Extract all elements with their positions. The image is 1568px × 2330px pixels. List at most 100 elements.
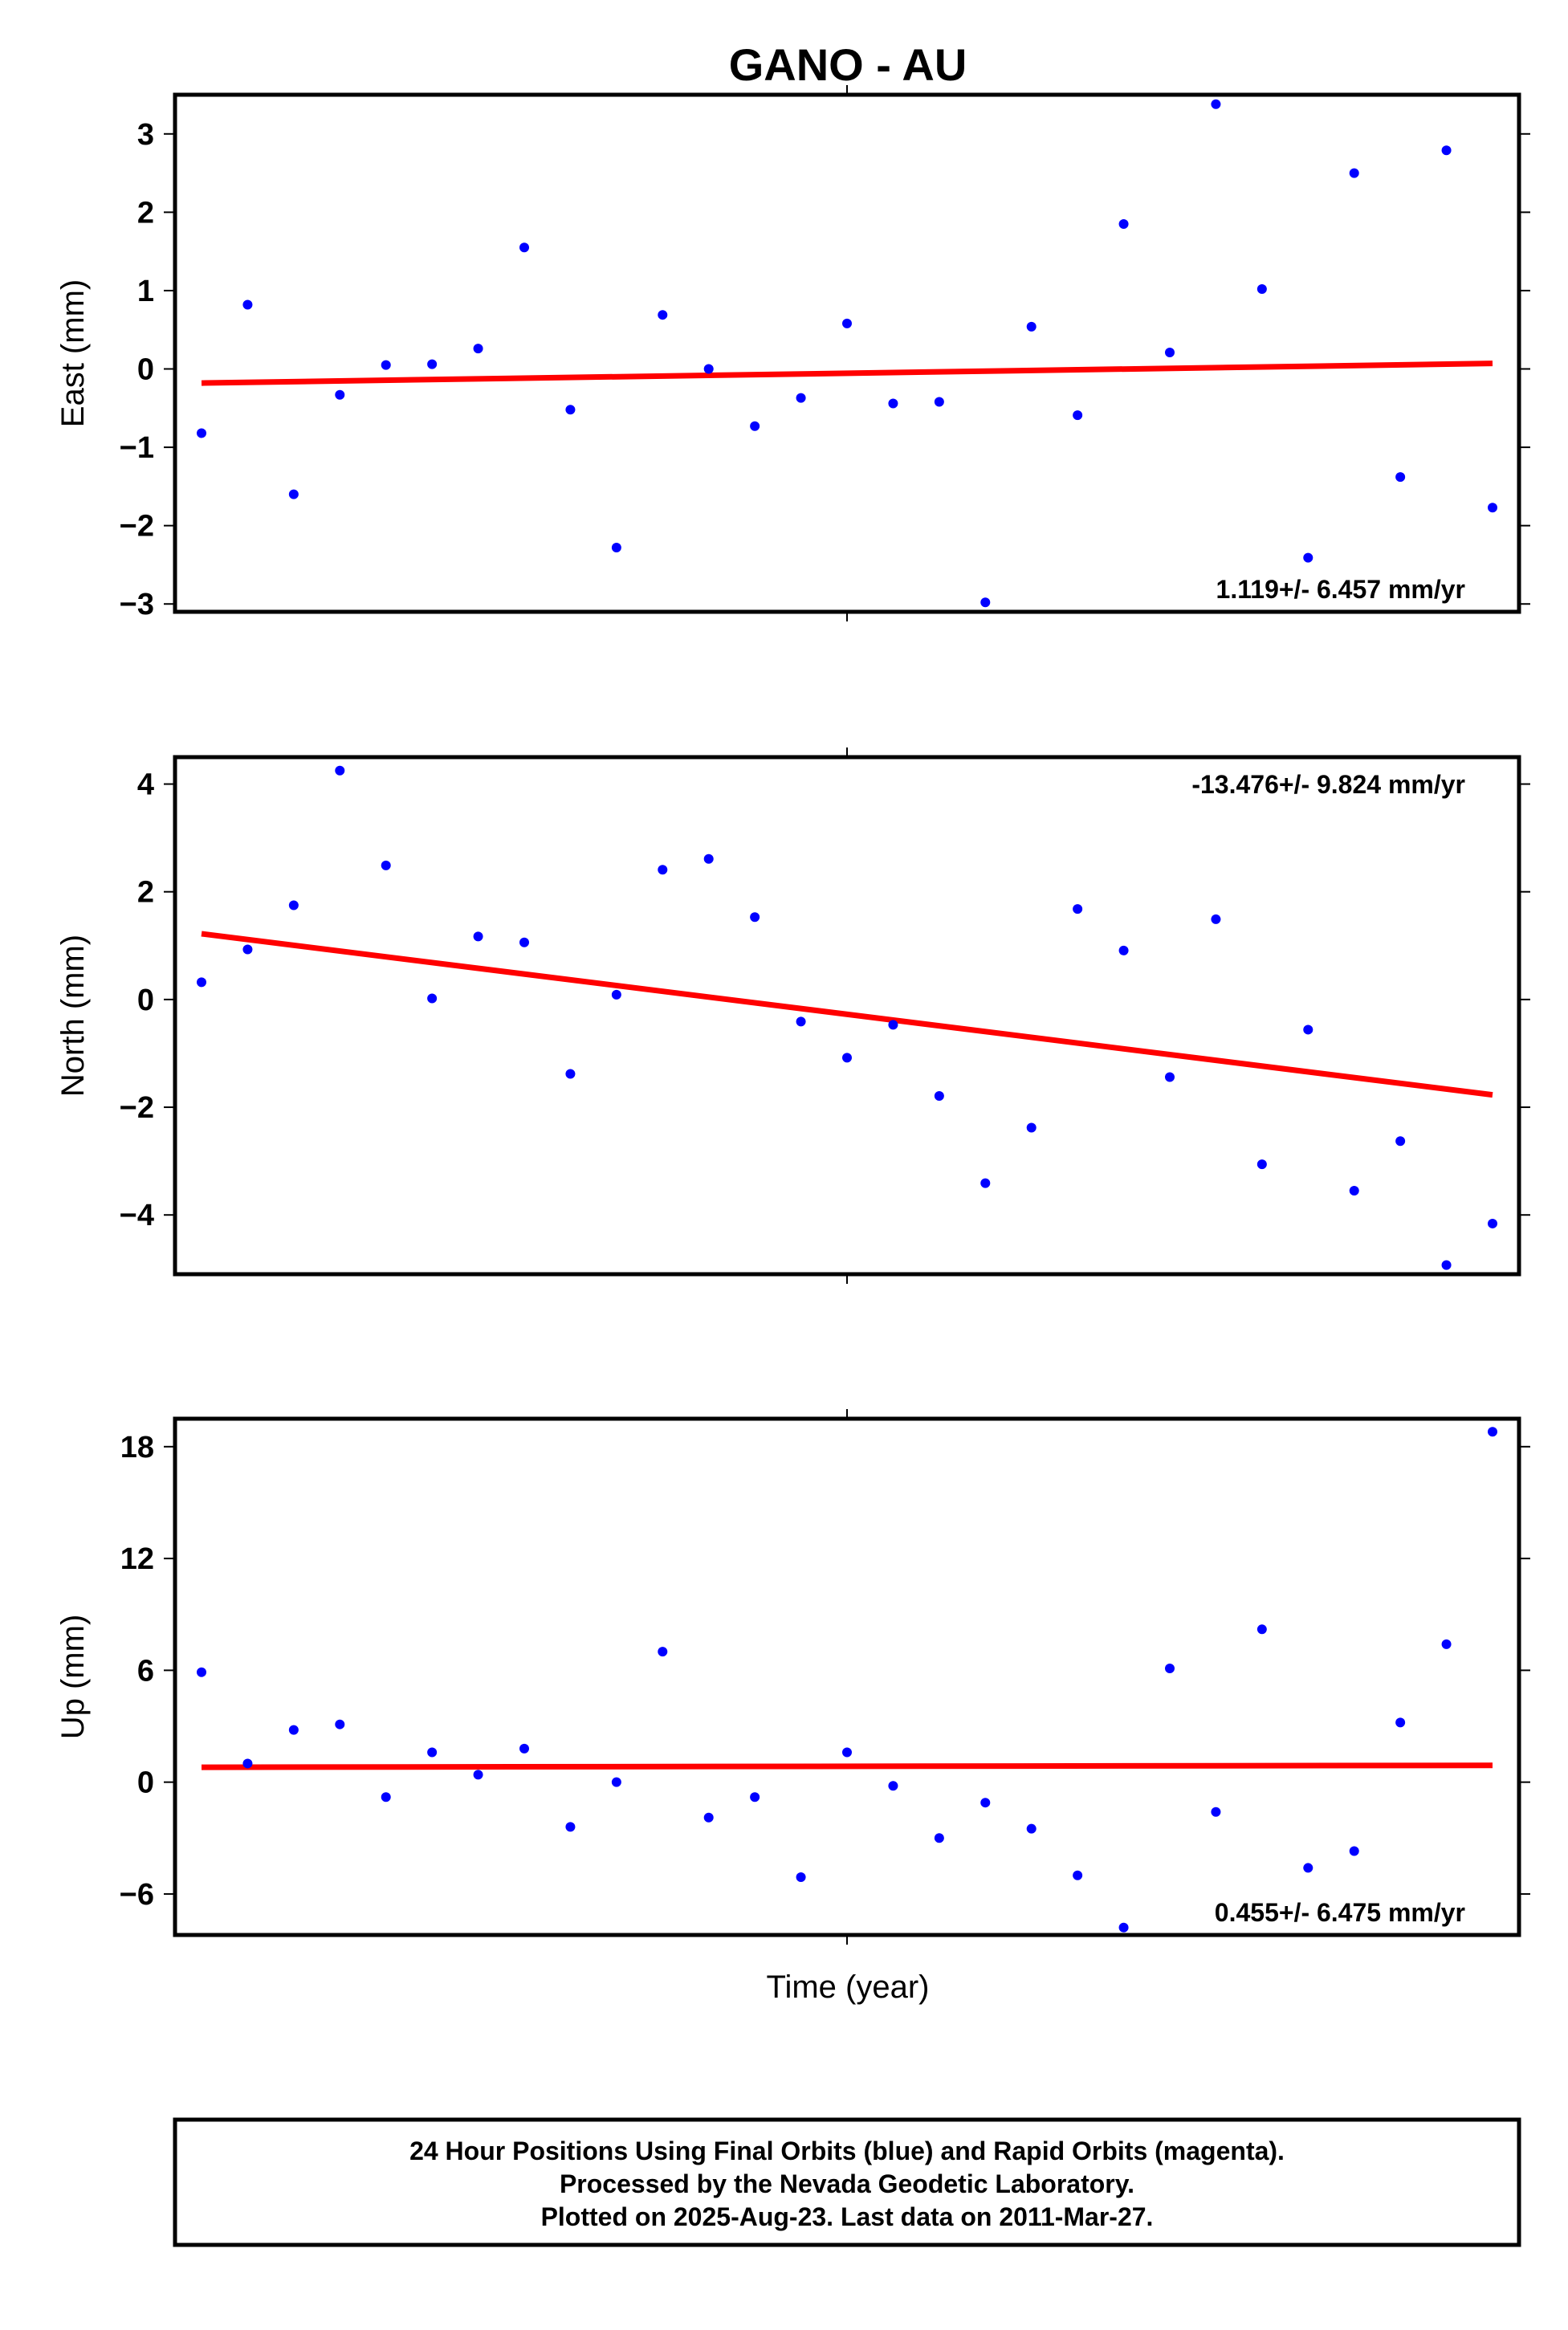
north-trend-line <box>201 931 1493 1098</box>
up-data-point <box>288 1725 299 1735</box>
east-trend-line <box>201 360 1493 386</box>
east-data-point <box>842 318 852 328</box>
east-data-point <box>473 344 483 354</box>
up-frame <box>173 1416 1521 1937</box>
footer-box: 24 Hour Positions Using Final Orbits (bl… <box>173 2117 1521 2247</box>
east-y-axis-label: East (mm) <box>55 279 91 427</box>
up-data-point <box>242 1758 253 1769</box>
north-data-point <box>1441 1260 1452 1270</box>
east-data-point <box>427 359 438 369</box>
north-data-point <box>796 1016 806 1027</box>
east-data-point <box>888 398 898 409</box>
east-panel: 3 2 1 0 −1 −2 −3 East (mm) 1.119+/- 6.457 mm/yr <box>55 85 1530 621</box>
north-rate-label: -13.476+/- 9.824 mm/yr <box>1191 770 1465 799</box>
up-data-point <box>1165 1664 1175 1674</box>
east-ytick-label: 3 <box>137 118 154 152</box>
up-data-point <box>1441 1639 1452 1649</box>
up-y-axis-label: Up (mm) <box>55 1615 91 1740</box>
north-panel: 4 2 0 −2 −4 North (mm) -13.476+/- 9.824 mm/yr <box>55 747 1530 1284</box>
north-data-point <box>197 977 206 988</box>
up-data-point <box>197 1667 206 1677</box>
north-data-point <box>658 865 668 875</box>
footer-line-1: 24 Hour Positions Using Final Orbits (bl… <box>409 2137 1285 2165</box>
east-data-point <box>611 542 621 552</box>
up-data-point <box>1303 1863 1313 1873</box>
east-data-point <box>1488 503 1497 513</box>
up-ytick-label: 18 <box>120 1431 154 1464</box>
up-data-point <box>888 1781 898 1791</box>
east-data-point <box>1073 410 1083 421</box>
east-data-point <box>381 360 391 370</box>
north-y-axis-label: North (mm) <box>55 935 91 1097</box>
up-data-point <box>703 1812 714 1823</box>
figure-title: GANO - AU <box>729 39 967 90</box>
up-ytick-label: 0 <box>137 1766 154 1800</box>
north-data-point <box>288 900 299 910</box>
east-data-point <box>1165 348 1175 358</box>
up-trend-line <box>201 1762 1493 1770</box>
east-data-point <box>1256 283 1267 294</box>
up-data-point <box>1488 1427 1497 1437</box>
up-data-point <box>519 1743 529 1754</box>
north-ytick-label: 4 <box>137 768 154 802</box>
up-ytick-label: 12 <box>120 1542 154 1576</box>
east-data-point <box>335 389 345 400</box>
east-data-point <box>980 597 991 608</box>
east-data-point <box>658 310 668 320</box>
east-data-point <box>1303 552 1313 563</box>
north-data-point <box>1211 914 1221 924</box>
up-data-point <box>427 1747 438 1758</box>
north-data-point <box>1488 1218 1497 1228</box>
north-data-point <box>1349 1186 1359 1196</box>
east-data-point <box>796 393 806 403</box>
up-data-point <box>658 1647 668 1657</box>
north-data-point <box>565 1069 576 1079</box>
north-data-point <box>1303 1024 1313 1035</box>
up-data-point <box>381 1792 391 1802</box>
east-data-point <box>1395 472 1406 483</box>
east-data-point <box>565 405 576 415</box>
up-data-point <box>1026 1823 1037 1834</box>
up-panel: 18 12 6 0 −6 Up (mm) 0.455+/- 6.475 mm/yr <box>55 1409 1530 1945</box>
east-data-point <box>1349 168 1359 178</box>
north-data-point <box>1165 1072 1175 1082</box>
up-data-point <box>335 1719 345 1729</box>
up-data-point <box>1073 1870 1083 1880</box>
east-data-point <box>197 428 206 438</box>
east-ytick-label: −3 <box>120 588 154 621</box>
up-data-point <box>796 1872 806 1883</box>
east-data-point <box>1441 145 1452 156</box>
north-data-point <box>1118 945 1129 955</box>
up-data-point <box>842 1747 852 1758</box>
up-ytick-label: 6 <box>137 1654 154 1688</box>
up-data-point <box>1256 1624 1267 1635</box>
north-plot-area <box>197 765 1497 1270</box>
north-data-point <box>750 912 760 923</box>
up-data-point <box>934 1833 944 1843</box>
north-data-point <box>473 931 483 942</box>
east-frame <box>173 92 1521 614</box>
east-data-point <box>934 397 944 407</box>
up-ytick-label: −6 <box>120 1878 154 1912</box>
east-data-point <box>750 421 760 431</box>
north-ytick-label: 0 <box>137 984 154 1017</box>
east-data-point <box>703 364 714 374</box>
north-data-point <box>519 937 529 947</box>
up-data-point <box>611 1777 621 1787</box>
north-data-point <box>611 989 621 1000</box>
east-data-point <box>288 489 299 499</box>
east-data-point <box>1026 321 1037 332</box>
north-data-point <box>1395 1136 1406 1147</box>
east-data-point <box>1211 99 1221 109</box>
east-data-point <box>242 299 253 310</box>
north-ytick-label: −4 <box>120 1199 154 1232</box>
x-axis-label: Time (year) <box>767 1970 930 2005</box>
east-plot-area <box>197 99 1497 608</box>
east-data-point <box>519 242 529 253</box>
east-rate-label: 1.119+/- 6.457 mm/yr <box>1216 575 1465 604</box>
north-data-point <box>1256 1159 1267 1170</box>
east-ytick-label: 2 <box>137 196 154 230</box>
north-data-point <box>335 765 345 776</box>
north-data-point <box>842 1053 852 1063</box>
